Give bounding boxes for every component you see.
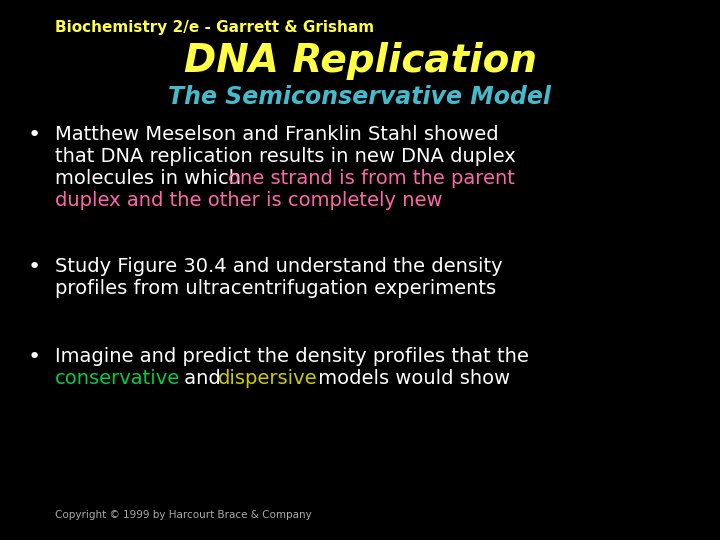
Text: The Semiconservative Model: The Semiconservative Model (168, 85, 552, 109)
Text: Study Figure 30.4 and understand the density: Study Figure 30.4 and understand the den… (55, 257, 503, 276)
Text: and: and (178, 369, 227, 388)
Text: dispersive: dispersive (218, 369, 318, 388)
Text: one strand is from the parent: one strand is from the parent (228, 169, 515, 188)
Text: conservative: conservative (55, 369, 180, 388)
Text: •: • (28, 125, 41, 145)
Text: •: • (28, 257, 41, 277)
Text: that DNA replication results in new DNA duplex: that DNA replication results in new DNA … (55, 147, 516, 166)
Text: Copyright © 1999 by Harcourt Brace & Company: Copyright © 1999 by Harcourt Brace & Com… (55, 510, 312, 520)
Text: Imagine and predict the density profiles that the: Imagine and predict the density profiles… (55, 347, 529, 366)
Text: duplex and the other is completely new: duplex and the other is completely new (55, 191, 443, 210)
Text: DNA Replication: DNA Replication (184, 42, 536, 80)
Text: Biochemistry 2/e - Garrett & Grisham: Biochemistry 2/e - Garrett & Grisham (55, 20, 374, 35)
Text: molecules in which: molecules in which (55, 169, 247, 188)
Text: Matthew Meselson and Franklin Stahl showed: Matthew Meselson and Franklin Stahl show… (55, 125, 499, 144)
Text: models would show: models would show (312, 369, 510, 388)
Text: •: • (28, 347, 41, 367)
Text: profiles from ultracentrifugation experiments: profiles from ultracentrifugation experi… (55, 279, 496, 298)
